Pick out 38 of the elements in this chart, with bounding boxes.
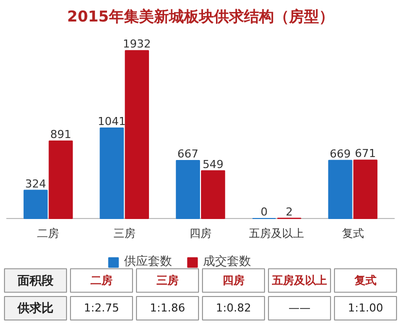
text: —— [288,302,310,315]
legend-label: 供应套数 [124,253,172,270]
data-label: 891 [50,128,72,142]
bar [353,160,378,219]
x-tick-label: 四房 [190,226,212,240]
text: 供求比 [16,301,54,316]
data-label: 549 [202,158,224,171]
category-label: 复式 [354,274,376,288]
data-label: 0 [260,205,268,218]
data-label: 1041 [98,115,126,128]
category-label: 四房 [222,274,244,288]
x-tick-label: 三房 [113,226,136,240]
text: 1:1.86 [150,302,186,315]
legend-label: 成交套数 [203,253,251,270]
bar [100,128,124,219]
x-tick-label: 二房 [37,226,60,240]
category-label: 二房 [90,274,112,288]
category-label: 三房 [156,274,178,288]
text: 1:1.00 [348,302,384,315]
bar [124,50,149,219]
x-tick-label: 五房及以上 [249,226,304,240]
bar [201,170,226,219]
x-tick-label: 复式 [342,226,364,240]
data-label: 667 [177,148,198,161]
bar [176,160,200,219]
data-label: 1932 [122,38,151,51]
data-label: 671 [354,147,376,160]
bar [48,140,73,219]
data-label: 324 [25,177,46,190]
category-label: 五房及以上 [272,274,327,288]
bar [328,160,352,219]
text: 面积段 [16,274,54,288]
bar [24,190,48,219]
data-label: 669 [330,147,351,160]
text: 1:2.75 [84,302,120,315]
data-label: 2 [286,205,293,218]
chart-title: 2015年集美新城板块供求结构（房型） [67,8,334,26]
text: 1:0.82 [216,302,252,315]
